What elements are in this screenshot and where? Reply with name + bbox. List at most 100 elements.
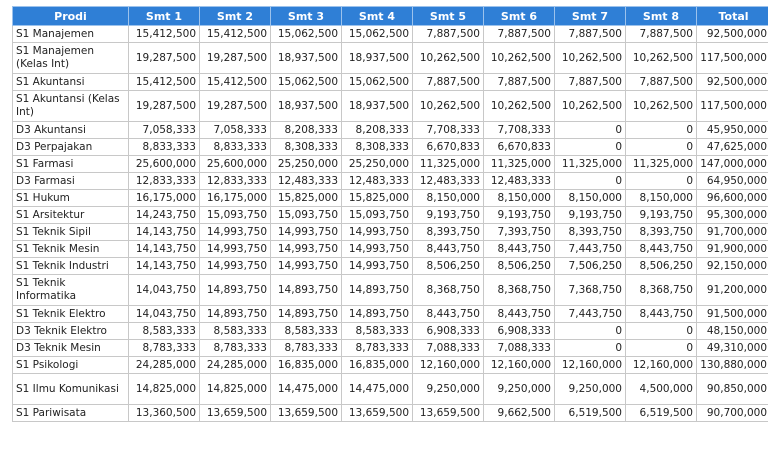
smt-3-cell: 8,583,333 bbox=[270, 322, 342, 340]
smt-3-cell: 18,937,500 bbox=[270, 90, 342, 122]
total-cell: 130,880,000 bbox=[696, 356, 768, 374]
table-row: S1 Arsitektur 14,243,750 15,093,750 15,093,… bbox=[12, 206, 768, 224]
smt-4-cell: 14,893,750 bbox=[341, 305, 413, 323]
smt-3-cell: 14,993,750 bbox=[270, 257, 342, 275]
smt-8-cell: 8,506,250 bbox=[625, 257, 697, 275]
smt-4-cell: 18,937,500 bbox=[341, 42, 413, 74]
smt-3-cell: 8,308,333 bbox=[270, 138, 342, 156]
smt-5-cell: 10,262,500 bbox=[412, 42, 484, 74]
smt-3-cell: 12,483,333 bbox=[270, 172, 342, 190]
smt-4-cell: 15,825,000 bbox=[341, 189, 413, 207]
table-row: S1 Hukum 16,175,000 16,175,000 15,825,000 15… bbox=[12, 189, 768, 207]
smt-2-cell: 14,993,750 bbox=[199, 240, 271, 258]
smt-4-cell: 8,583,333 bbox=[341, 322, 413, 340]
smt-4-cell: 25,250,000 bbox=[341, 155, 413, 173]
smt-6-cell: 10,262,500 bbox=[483, 42, 555, 74]
smt-1-cell: 14,143,750 bbox=[128, 223, 200, 241]
smt-2-cell: 7,058,333 bbox=[199, 121, 271, 139]
smt-5-cell: 8,150,000 bbox=[412, 189, 484, 207]
prodi-cell: D3 Teknik Mesin bbox=[12, 339, 129, 357]
smt-1-cell: 16,175,000 bbox=[128, 189, 200, 207]
header-smt-3: Smt 3 bbox=[270, 6, 342, 26]
smt-1-cell: 7,058,333 bbox=[128, 121, 200, 139]
smt-6-cell: 7,088,333 bbox=[483, 339, 555, 357]
smt-1-cell: 8,583,333 bbox=[128, 322, 200, 340]
smt-2-cell: 15,412,500 bbox=[199, 73, 271, 91]
smt-8-cell: 8,368,750 bbox=[625, 274, 697, 306]
smt-5-cell: 6,908,333 bbox=[412, 322, 484, 340]
smt-4-cell: 8,208,333 bbox=[341, 121, 413, 139]
smt-5-cell: 8,393,750 bbox=[412, 223, 484, 241]
total-cell: 147,000,000 bbox=[696, 155, 768, 173]
smt-2-cell: 14,993,750 bbox=[199, 223, 271, 241]
total-cell: 91,200,000 bbox=[696, 274, 768, 306]
header-smt-2: Smt 2 bbox=[199, 6, 271, 26]
smt-2-cell: 8,783,333 bbox=[199, 339, 271, 357]
smt-1-cell: 8,833,333 bbox=[128, 138, 200, 156]
smt-2-cell: 15,093,750 bbox=[199, 206, 271, 224]
prodi-cell: S1 Hukum bbox=[12, 189, 129, 207]
smt-5-cell: 7,088,333 bbox=[412, 339, 484, 357]
total-cell: 95,300,000 bbox=[696, 206, 768, 224]
table-row: S1 Teknik Industri 14,143,750 14,993,750 14… bbox=[12, 257, 768, 275]
table-body: S1 Manajemen 15,412,500 15,412,500 15,062,5… bbox=[12, 25, 768, 422]
smt-7-cell: 7,887,500 bbox=[554, 25, 626, 43]
header-smt-7: Smt 7 bbox=[554, 6, 626, 26]
total-cell: 117,500,000 bbox=[696, 90, 768, 122]
prodi-cell: S1 Akuntansi (Kelas Int) bbox=[12, 90, 129, 122]
smt-3-cell: 14,993,750 bbox=[270, 240, 342, 258]
total-cell: 49,310,000 bbox=[696, 339, 768, 357]
smt-5-cell: 7,887,500 bbox=[412, 73, 484, 91]
prodi-cell: S1 Ilmu Komunikasi bbox=[12, 373, 129, 405]
smt-3-cell: 8,783,333 bbox=[270, 339, 342, 357]
prodi-cell: D3 Akuntansi bbox=[12, 121, 129, 139]
smt-8-cell: 8,150,000 bbox=[625, 189, 697, 207]
smt-5-cell: 11,325,000 bbox=[412, 155, 484, 173]
prodi-cell: S1 Teknik Informatika bbox=[12, 274, 129, 306]
total-cell: 117,500,000 bbox=[696, 42, 768, 74]
smt-7-cell: 10,262,500 bbox=[554, 90, 626, 122]
smt-1-cell: 14,143,750 bbox=[128, 240, 200, 258]
header-total: Total bbox=[696, 6, 768, 26]
smt-7-cell: 0 bbox=[554, 322, 626, 340]
smt-7-cell: 8,393,750 bbox=[554, 223, 626, 241]
smt-3-cell: 25,250,000 bbox=[270, 155, 342, 173]
smt-2-cell: 15,412,500 bbox=[199, 25, 271, 43]
smt-8-cell: 0 bbox=[625, 322, 697, 340]
prodi-cell: D3 Teknik Elektro bbox=[12, 322, 129, 340]
smt-1-cell: 25,600,000 bbox=[128, 155, 200, 173]
smt-1-cell: 12,833,333 bbox=[128, 172, 200, 190]
smt-8-cell: 7,887,500 bbox=[625, 25, 697, 43]
prodi-cell: S1 Teknik Industri bbox=[12, 257, 129, 275]
smt-7-cell: 6,519,500 bbox=[554, 404, 626, 422]
smt-2-cell: 14,893,750 bbox=[199, 274, 271, 306]
smt-7-cell: 7,368,750 bbox=[554, 274, 626, 306]
smt-1-cell: 14,043,750 bbox=[128, 274, 200, 306]
smt-4-cell: 14,893,750 bbox=[341, 274, 413, 306]
smt-8-cell: 0 bbox=[625, 121, 697, 139]
header-smt-6: Smt 6 bbox=[483, 6, 555, 26]
total-cell: 90,850,000 bbox=[696, 373, 768, 405]
smt-4-cell: 15,093,750 bbox=[341, 206, 413, 224]
smt-3-cell: 15,825,000 bbox=[270, 189, 342, 207]
smt-3-cell: 16,835,000 bbox=[270, 356, 342, 374]
smt-6-cell: 12,483,333 bbox=[483, 172, 555, 190]
smt-2-cell: 24,285,000 bbox=[199, 356, 271, 374]
total-cell: 45,950,000 bbox=[696, 121, 768, 139]
smt-5-cell: 12,160,000 bbox=[412, 356, 484, 374]
table-row: D3 Farmasi 12,833,333 12,833,333 12,483,333… bbox=[12, 172, 768, 190]
smt-7-cell: 11,325,000 bbox=[554, 155, 626, 173]
table-row: S1 Teknik Informatika 14,043,750 14,893,75… bbox=[12, 274, 768, 306]
smt-7-cell: 10,262,500 bbox=[554, 42, 626, 74]
smt-7-cell: 0 bbox=[554, 172, 626, 190]
table-row: D3 Teknik Mesin 8,783,333 8,783,333 8,783,3… bbox=[12, 339, 768, 357]
tuition-table-container: Prodi Smt 1 Smt 2 Smt 3 Smt 4 Smt 5 Smt … bbox=[12, 6, 768, 422]
total-cell: 92,500,000 bbox=[696, 73, 768, 91]
smt-6-cell: 10,262,500 bbox=[483, 90, 555, 122]
smt-8-cell: 10,262,500 bbox=[625, 42, 697, 74]
smt-2-cell: 12,833,333 bbox=[199, 172, 271, 190]
smt-7-cell: 0 bbox=[554, 138, 626, 156]
smt-5-cell: 8,368,750 bbox=[412, 274, 484, 306]
smt-4-cell: 14,993,750 bbox=[341, 240, 413, 258]
smt-6-cell: 9,250,000 bbox=[483, 373, 555, 405]
